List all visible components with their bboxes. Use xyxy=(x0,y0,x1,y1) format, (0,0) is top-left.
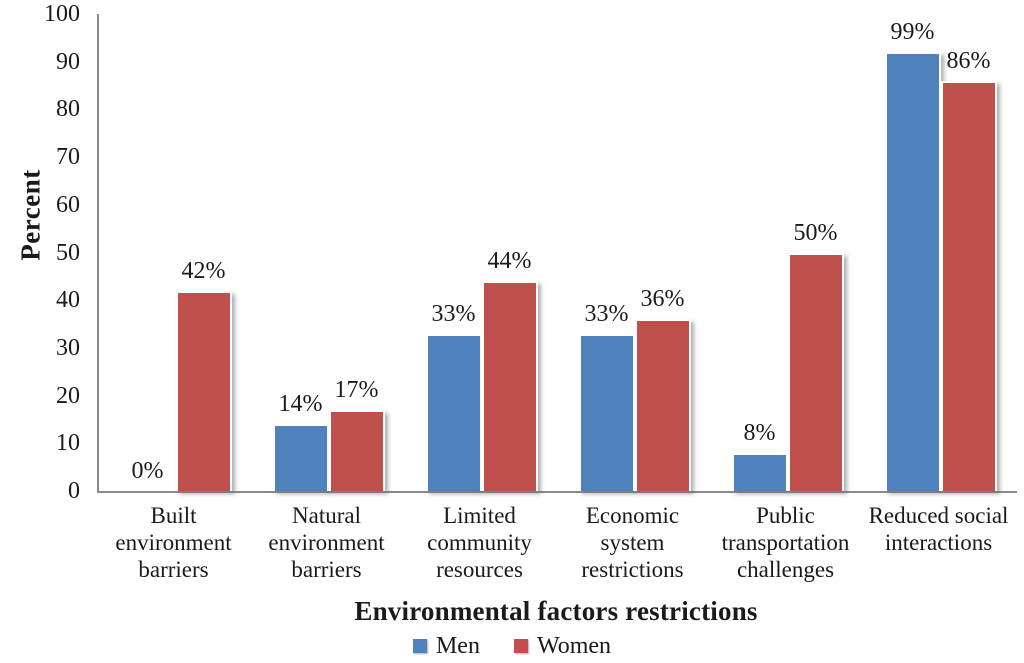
y-tick-label: 20 xyxy=(56,382,80,409)
bar-slot-women: 17% xyxy=(328,14,385,491)
bar-slot-women: 44% xyxy=(481,14,538,491)
women-bar xyxy=(328,409,385,491)
y-tick-label: 90 xyxy=(56,48,80,75)
bar-slot-women: 50% xyxy=(787,14,844,491)
y-tick-label: 40 xyxy=(56,287,80,314)
data-label: 36% xyxy=(640,286,685,313)
men-bar xyxy=(425,333,482,491)
data-label: 14% xyxy=(278,391,323,418)
data-label: 44% xyxy=(487,248,532,275)
category-group: 33% 36% xyxy=(558,14,711,491)
category-group: 8% 50% xyxy=(711,14,864,491)
data-label: 50% xyxy=(793,219,838,246)
data-label: 86% xyxy=(946,47,991,74)
plot-area: 0% 42% 14% 17% 33% 44% 33% 36% 8% 50% 99% 86% xyxy=(97,14,1017,493)
bar-slot-men: 14% xyxy=(272,14,329,491)
women-bar xyxy=(787,252,844,491)
category-label: Natural environment barriers xyxy=(268,503,385,582)
category-group: 33% 44% xyxy=(405,14,558,491)
y-tick-label: 0 xyxy=(68,478,80,504)
women-bar xyxy=(634,319,691,491)
bar-slot-men: 99% xyxy=(884,14,941,491)
x-axis-title: Environmental factors restrictions xyxy=(354,596,758,626)
y-tick-label: 80 xyxy=(56,96,80,123)
bar-slot-men: 0% xyxy=(120,14,176,491)
category-group: 99% 86% xyxy=(864,14,1017,491)
legend-swatch-icon xyxy=(513,639,528,653)
category-label: Public transportation challenges xyxy=(721,503,850,582)
bar-slot-women: 86% xyxy=(940,14,997,491)
data-label: 8% xyxy=(743,419,776,446)
y-tick-label: 100 xyxy=(44,1,80,27)
women-bar xyxy=(940,80,997,491)
legend-label: Men xyxy=(435,633,480,659)
data-label: 33% xyxy=(431,300,476,327)
x-axis-category-labels: Built environment barriers Natural enviro… xyxy=(97,502,1015,583)
category-label: Limited community resources xyxy=(427,503,532,582)
category-label: Economic system restrictions xyxy=(581,503,684,582)
data-label: 42% xyxy=(181,257,226,284)
data-label: 17% xyxy=(334,376,379,403)
men-bar xyxy=(578,333,635,491)
legend: Men Women xyxy=(0,633,1024,659)
men-bar xyxy=(272,424,329,491)
legend-item-men: Men xyxy=(412,633,480,659)
bar-groups: 0% 42% 14% 17% 33% 44% 33% 36% 8% 50% 99% 86% xyxy=(99,14,1017,491)
y-tick-label: 70 xyxy=(56,144,80,171)
category-label: Reduced social interactions xyxy=(868,503,1009,555)
y-tick-label: 60 xyxy=(56,191,80,218)
y-tick-label: 50 xyxy=(56,239,80,266)
legend-swatch-icon xyxy=(412,639,427,653)
data-label: 0% xyxy=(131,458,164,484)
men-bar xyxy=(731,452,788,491)
women-bar xyxy=(481,281,538,491)
bar-slot-women: 42% xyxy=(175,14,232,491)
category-label: Built environment barriers xyxy=(115,503,232,582)
y-tick-label: 10 xyxy=(56,430,80,457)
men-bar xyxy=(884,52,941,491)
y-tick-label: 30 xyxy=(56,334,80,361)
category-group: 0% 42% xyxy=(99,14,252,491)
data-label: 99% xyxy=(890,19,935,46)
category-group: 14% 17% xyxy=(252,14,405,491)
legend-item-women: Women xyxy=(513,633,612,659)
bar-slot-women: 36% xyxy=(634,14,691,491)
bar-slot-men: 8% xyxy=(731,14,788,491)
data-label: 33% xyxy=(584,300,629,327)
women-bar xyxy=(175,290,232,491)
y-axis-ticks: 0 10 20 30 40 50 60 70 80 90 100 xyxy=(0,2,80,503)
bar-slot-men: 33% xyxy=(425,14,482,491)
legend-label: Women xyxy=(536,633,612,659)
bar-slot-men: 33% xyxy=(578,14,635,491)
